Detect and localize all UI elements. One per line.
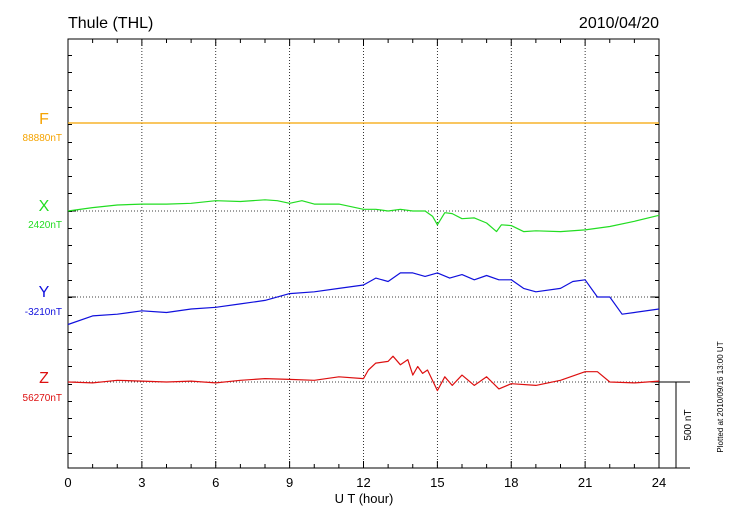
plot-frame [67, 38, 660, 469]
series-labels: F 88880nT X 2420nT Y -3210nT Z 56270nT [23, 111, 62, 404]
series-baseline-f: 88880nT [23, 133, 62, 144]
station-title: Thule (THL) [68, 15, 153, 32]
scale-bar: 500 nT [659, 381, 694, 469]
series-baseline-z: 56270nT [23, 393, 62, 404]
series-name-f: F [39, 111, 49, 128]
x-tick-label: 18 [504, 475, 518, 490]
x-tick-label: 0 [64, 475, 71, 490]
x-tick-label: 6 [212, 475, 219, 490]
series-name-x: X [39, 198, 50, 215]
plotted-note: Plotted at 2010/09/16 13:00 UT [716, 341, 725, 452]
series-line-y [67, 272, 660, 326]
date-label: 2010/04/20 [579, 15, 659, 32]
series-line-z [67, 355, 660, 392]
series-name-y: Y [39, 284, 50, 301]
scale-bar-label: 500 nT [683, 409, 694, 440]
x-axis: 0 3 6 9 12 15 18 21 24 [64, 39, 666, 490]
series-name-z: Z [39, 370, 49, 387]
series-line-x [67, 199, 660, 233]
x-tick-label: 12 [356, 475, 370, 490]
series-baseline-x: 2420nT [28, 220, 62, 231]
x-tick-label: 21 [578, 475, 592, 490]
series-group [67, 122, 660, 392]
grid [68, 39, 659, 468]
x-tick-label: 15 [430, 475, 444, 490]
y-ticks [68, 55, 659, 454]
x-tick-label: 9 [286, 475, 293, 490]
x-tick-label: 3 [138, 475, 145, 490]
x-tick-label: 24 [652, 475, 666, 490]
x-axis-title: U T (hour) [335, 491, 394, 506]
series-baseline-y: -3210nT [25, 307, 62, 318]
